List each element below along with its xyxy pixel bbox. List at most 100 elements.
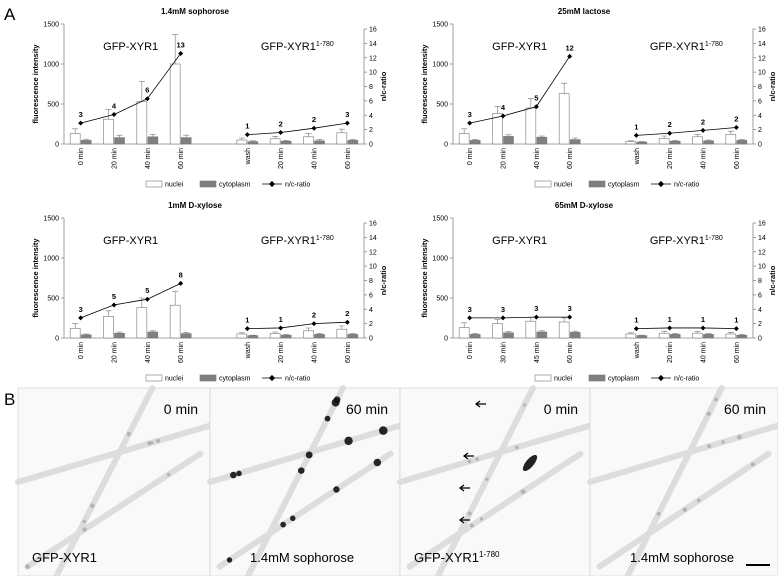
error-bar	[183, 134, 190, 138]
error-bar	[694, 134, 701, 137]
error-bar	[572, 330, 579, 333]
bar	[636, 335, 648, 339]
data-label: 1	[279, 315, 283, 324]
legend-line	[651, 180, 671, 188]
y2-tick-label: 8	[369, 84, 373, 91]
y-tick-label: 0	[444, 142, 448, 149]
error-bar	[672, 140, 679, 142]
data-label: 5	[145, 286, 149, 295]
bar	[569, 139, 581, 145]
bar	[180, 137, 192, 145]
data-label: 1	[634, 316, 638, 325]
legend-label: cytoplasm	[608, 376, 640, 383]
y2-tick-label: 10	[369, 70, 377, 77]
error-bar	[283, 140, 290, 142]
bar	[692, 136, 703, 145]
error-bar	[149, 134, 156, 137]
hypha	[587, 422, 778, 485]
data-label: 3	[534, 304, 538, 313]
data-label: 2	[312, 311, 316, 320]
legend-swatch	[534, 374, 552, 382]
error-bar	[561, 82, 568, 94]
micrograph	[587, 385, 778, 576]
y-tick-label: 1500	[432, 216, 448, 223]
bar	[703, 334, 714, 339]
error-bar	[627, 332, 634, 334]
y2-tick-label: 16	[369, 27, 377, 34]
y2-tick-label: 4	[369, 113, 373, 120]
error-bar	[272, 331, 279, 334]
arrow	[459, 516, 470, 524]
x-tick-label: wash	[634, 342, 641, 359]
image-time: 0 min	[544, 401, 578, 417]
error-bar	[283, 334, 290, 336]
error-bar	[738, 139, 745, 141]
y-axis-label: fluorescence intensity	[31, 238, 40, 318]
bar	[703, 140, 714, 145]
error-bar	[705, 333, 712, 335]
data-label: 2	[734, 114, 738, 123]
x-tick-label: 20 min	[278, 148, 285, 169]
error-bar	[138, 81, 145, 102]
nucleus-spot	[750, 462, 755, 467]
error-bar	[461, 128, 468, 134]
ratio-line	[80, 53, 181, 124]
group-label: GFP-XYR1	[492, 235, 547, 247]
y2-tick-label: 6	[369, 98, 373, 105]
x-tick-label: 40 min	[312, 342, 319, 363]
y2-tick-label: 4	[758, 307, 762, 314]
y-tick-label: 1000	[43, 256, 59, 263]
data-label: 2	[279, 120, 283, 129]
image-caption-text: 1.4mM sophorose	[250, 550, 354, 565]
y2-tick-label: 0	[369, 336, 373, 343]
legend-line	[651, 374, 671, 382]
nucleus-spot	[166, 472, 171, 477]
data-label: 3	[345, 110, 349, 119]
y2-tick-label: 12	[758, 55, 766, 62]
nucleus-spot	[82, 519, 86, 524]
ratio-marker	[244, 132, 250, 138]
nucleus-spot	[522, 403, 526, 407]
bar	[503, 136, 514, 145]
error-bar	[83, 333, 90, 335]
ratio-marker	[78, 120, 84, 126]
legend-swatch	[588, 374, 606, 382]
ratio-marker	[344, 319, 350, 325]
error-bar	[116, 134, 123, 138]
bar	[469, 140, 481, 145]
group-label-sup: 1-780	[705, 235, 723, 242]
image-time: 60 min	[724, 401, 766, 417]
nucleus-spot	[485, 477, 489, 481]
ratio-marker	[111, 302, 117, 308]
bar	[147, 136, 159, 145]
data-label: 12	[565, 43, 573, 52]
nucleus-spot	[373, 458, 382, 467]
y2-tick-label: 8	[369, 278, 373, 285]
group-label-text: GFP-XYR1	[261, 41, 316, 53]
arrow	[463, 452, 474, 460]
error-bar	[316, 333, 323, 335]
nucleus-spot	[297, 467, 305, 474]
hypha	[624, 385, 725, 576]
panel-label: A	[4, 5, 16, 24]
data-label: 3	[79, 305, 83, 314]
ratio-marker	[633, 326, 639, 332]
data-label: 1	[668, 315, 672, 324]
data-label: 1	[734, 316, 738, 325]
bar	[725, 333, 737, 339]
ratio-line	[469, 316, 570, 319]
error-bar	[172, 34, 179, 64]
error-bar	[172, 291, 179, 306]
error-bar	[627, 140, 634, 142]
data-label: 2	[701, 117, 705, 126]
error-bar	[116, 331, 123, 334]
nucleus-spot	[682, 507, 688, 512]
x-tick-label: 40 min	[145, 342, 152, 363]
error-bar	[305, 327, 312, 331]
image-time: 60 min	[346, 401, 388, 417]
micrograph-bg	[209, 387, 401, 576]
group-label: GFP-XYR1	[103, 41, 158, 53]
x-tick-label: 60 min	[178, 148, 185, 169]
bar	[458, 133, 470, 145]
